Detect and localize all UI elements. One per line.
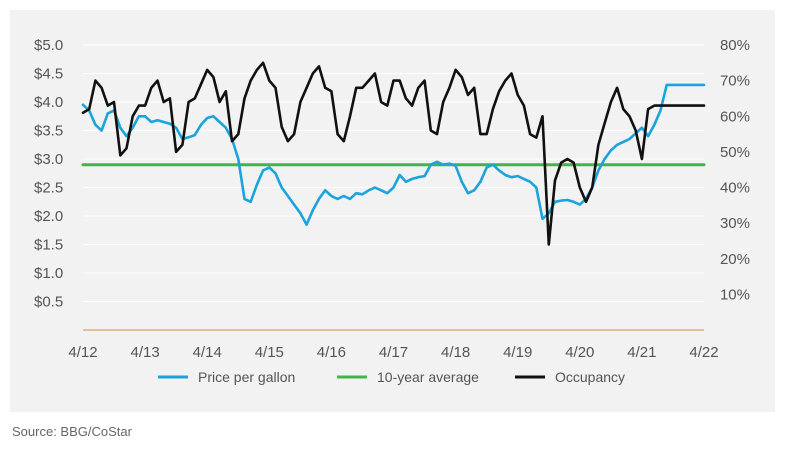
right-tick-label: 60% (720, 108, 750, 125)
x-tick-label: 4/15 (255, 344, 284, 361)
chart-svg: $0.5 $1.0 $1.5 $2.0 $2.5 $3.0 $3.5 $4.0 $4.5 $5.0… (34, 37, 750, 385)
legend: Price per gallon 10-year average Occupancy (158, 369, 625, 385)
left-tick-label: $3.0 (34, 151, 63, 168)
series-line-price-per-gallon (81, 83, 706, 226)
right-tick-label: 50% (720, 144, 750, 161)
left-tick-label: $5.0 (34, 37, 63, 54)
x-tick-label: 4/19 (503, 344, 532, 361)
source-note: Source: BBG/CoStar (12, 424, 132, 439)
right-tick-label: 20% (720, 251, 750, 268)
left-tick-label: $1.0 (34, 265, 63, 282)
x-tick-label: 4/22 (689, 344, 718, 361)
x-tick-label: 4/12 (68, 344, 97, 361)
right-axis-ticks: 10% 20% 30% 40% 50% 60% 70% 80% (720, 37, 750, 303)
right-tick-label: 70% (720, 73, 750, 90)
right-tick-label: 80% (720, 37, 750, 54)
left-tick-label: $2.5 (34, 180, 63, 197)
x-axis-ticks: 4/12 4/13 4/14 4/15 4/16 4/17 4/18 4/19 4/20 4/21… (68, 344, 718, 361)
legend-label: Price per gallon (198, 369, 295, 385)
left-tick-label: $1.5 (34, 237, 63, 254)
left-tick-label: $2.0 (34, 208, 63, 225)
legend-label: Occupancy (555, 369, 625, 385)
left-axis-ticks: $0.5 $1.0 $1.5 $2.0 $2.5 $3.0 $3.5 $4.0 $4.5 $5.0 (34, 37, 63, 311)
series-line-occupancy (81, 61, 706, 246)
x-tick-label: 4/20 (565, 344, 594, 361)
x-tick-label: 4/16 (317, 344, 346, 361)
x-tick-label: 4/17 (379, 344, 408, 361)
left-tick-label: $4.5 (34, 66, 63, 83)
left-tick-label: $0.5 (34, 294, 63, 311)
x-tick-label: 4/18 (441, 344, 470, 361)
chart-panel: $0.5 $1.0 $1.5 $2.0 $2.5 $3.0 $3.5 $4.0 $4.5 $5.0… (10, 10, 775, 412)
legend-label: 10-year average (377, 369, 479, 385)
left-tick-label: $3.5 (34, 123, 63, 140)
x-tick-label: 4/13 (130, 344, 159, 361)
right-tick-label: 10% (720, 286, 750, 303)
right-tick-label: 40% (720, 180, 750, 197)
left-tick-label: $4.0 (34, 94, 63, 111)
right-tick-label: 30% (720, 215, 750, 232)
x-tick-label: 4/14 (193, 344, 222, 361)
x-tick-label: 4/21 (627, 344, 656, 361)
series-lines (81, 61, 706, 246)
